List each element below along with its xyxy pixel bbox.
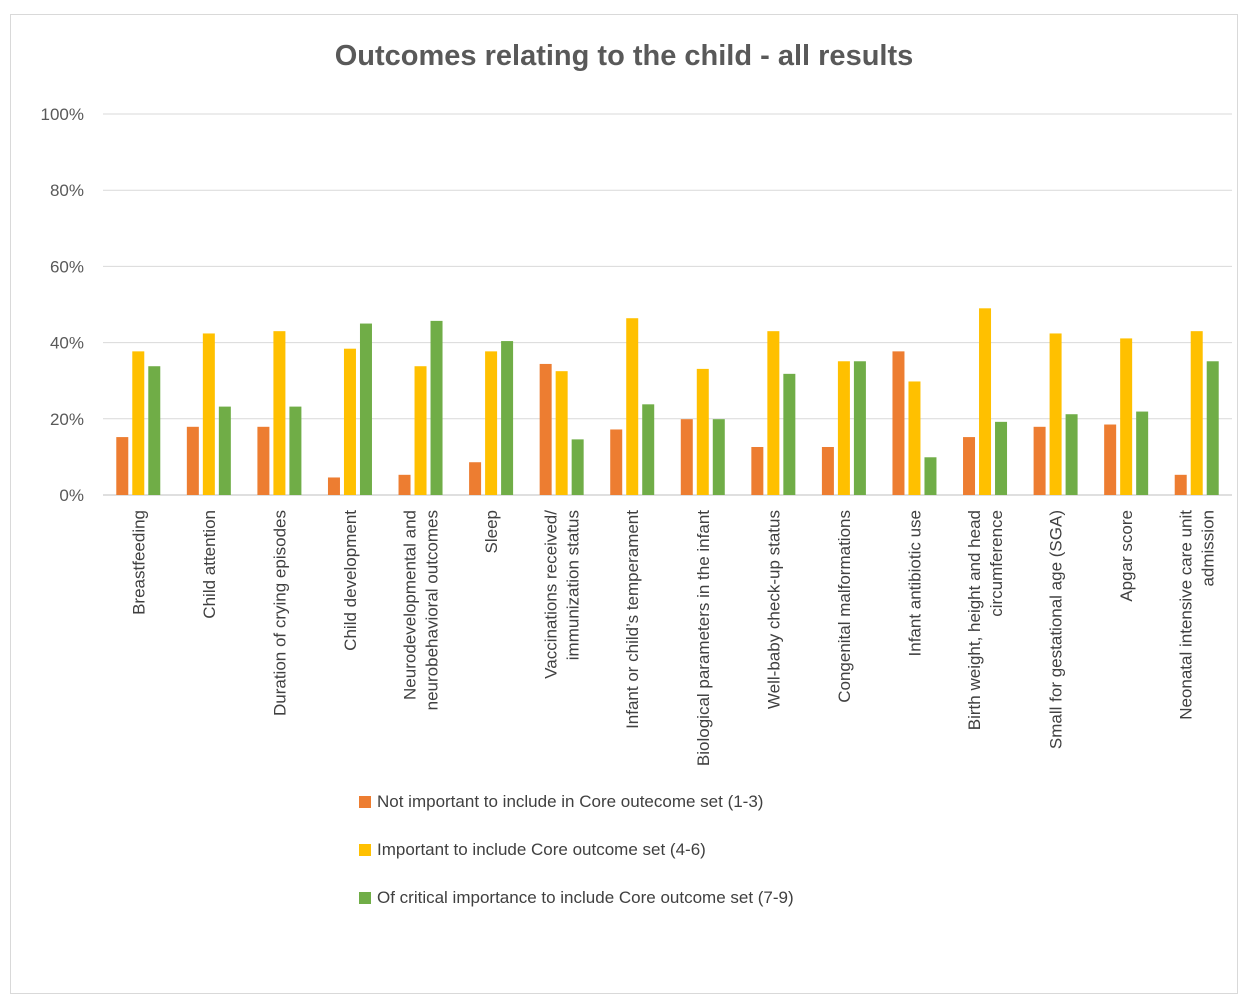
x-tick-label: Infant antibiotic use	[905, 510, 924, 656]
bar	[1206, 361, 1219, 495]
legend-item-important: Important to include Core outcome set (4…	[359, 840, 794, 860]
bar	[821, 446, 834, 495]
bar	[273, 331, 286, 495]
bar	[218, 406, 231, 495]
x-tick-label: Biological parameters in the infant	[694, 510, 713, 766]
bar	[995, 421, 1008, 495]
y-tick-label: 80%	[50, 181, 84, 200]
x-tick-label: circumference	[987, 510, 1006, 617]
x-tick-label: Breastfeeding	[129, 510, 148, 615]
chart-title: Outcomes relating to the child - all res…	[334, 40, 914, 72]
bar	[430, 320, 443, 495]
bar	[680, 419, 693, 495]
x-tick-label: Small for gestational age (SGA)	[1047, 510, 1066, 749]
bar	[837, 361, 850, 495]
bar	[751, 446, 764, 495]
x-tick-label: Child development	[341, 510, 360, 651]
x-tick-label: Neurodevelopmental and	[401, 510, 420, 700]
bar	[555, 371, 568, 495]
x-tick-label: Child attention	[200, 510, 219, 619]
legend-swatch	[359, 844, 371, 856]
chart-legend: Not important to include in Core outecom…	[359, 792, 794, 936]
bar	[485, 351, 498, 495]
y-tick-label: 20%	[50, 410, 84, 429]
bar	[767, 331, 780, 495]
chart-frame	[10, 14, 1238, 994]
bar	[1120, 338, 1133, 495]
x-tick-label: Apgar score	[1117, 510, 1136, 602]
bar	[202, 333, 215, 495]
bar	[398, 474, 411, 495]
legend-label: Not important to include in Core outecom…	[377, 792, 764, 811]
bar	[1033, 426, 1046, 495]
bar	[186, 426, 199, 495]
bar	[853, 361, 866, 495]
bar	[539, 363, 552, 495]
bar	[327, 477, 340, 495]
y-tick-label: 0%	[59, 486, 84, 505]
legend-swatch	[359, 892, 371, 904]
bar	[642, 404, 655, 495]
bar	[696, 368, 709, 495]
y-tick-label: 40%	[50, 334, 84, 353]
x-tick-label: admission	[1199, 510, 1218, 587]
bar	[469, 462, 482, 495]
legend-label: Of critical importance to include Core o…	[377, 888, 794, 907]
bar	[908, 381, 921, 495]
x-tick-label: Infant or child’s temperament	[623, 510, 642, 729]
bar	[501, 341, 514, 495]
bar	[1065, 414, 1078, 495]
x-tick-label: Duration of crying episodes	[270, 510, 289, 716]
x-tick-label: Congenital malformations	[835, 510, 854, 703]
bar	[1190, 331, 1203, 495]
bar	[571, 439, 584, 495]
bar	[148, 366, 161, 495]
bar	[979, 308, 992, 495]
bar	[289, 406, 302, 495]
bar	[626, 318, 639, 495]
x-tick-label: immunization status	[564, 510, 583, 660]
x-tick-label: neurobehavioral outcomes	[423, 510, 442, 710]
bar	[257, 426, 270, 495]
legend-item-critical: Of critical importance to include Core o…	[359, 888, 794, 908]
x-tick-label: Well-baby check-up status	[764, 510, 783, 709]
bar	[343, 348, 356, 495]
bar	[610, 429, 623, 495]
bar	[963, 437, 976, 495]
bar	[783, 373, 796, 495]
x-tick-label: Sleep	[482, 510, 501, 553]
bar	[359, 323, 372, 495]
bar	[924, 457, 937, 495]
bar	[892, 351, 905, 495]
x-tick-label: Birth weight, height and head	[965, 510, 984, 730]
y-tick-label: 100%	[41, 105, 84, 124]
bar	[1136, 411, 1149, 495]
bar	[414, 366, 427, 495]
bar	[1104, 424, 1117, 495]
legend-swatch	[359, 796, 371, 808]
bar	[132, 351, 145, 495]
bar	[712, 419, 725, 495]
x-tick-label: Vaccinations received/	[542, 510, 561, 679]
bar	[1049, 333, 1062, 495]
x-tick-label: Neonatal intensive care unit	[1177, 510, 1196, 720]
bar	[1174, 474, 1187, 495]
legend-label: Important to include Core outcome set (4…	[377, 840, 706, 859]
bar	[116, 437, 129, 495]
legend-item-not-important: Not important to include in Core outecom…	[359, 792, 794, 812]
y-tick-label: 60%	[50, 257, 84, 276]
